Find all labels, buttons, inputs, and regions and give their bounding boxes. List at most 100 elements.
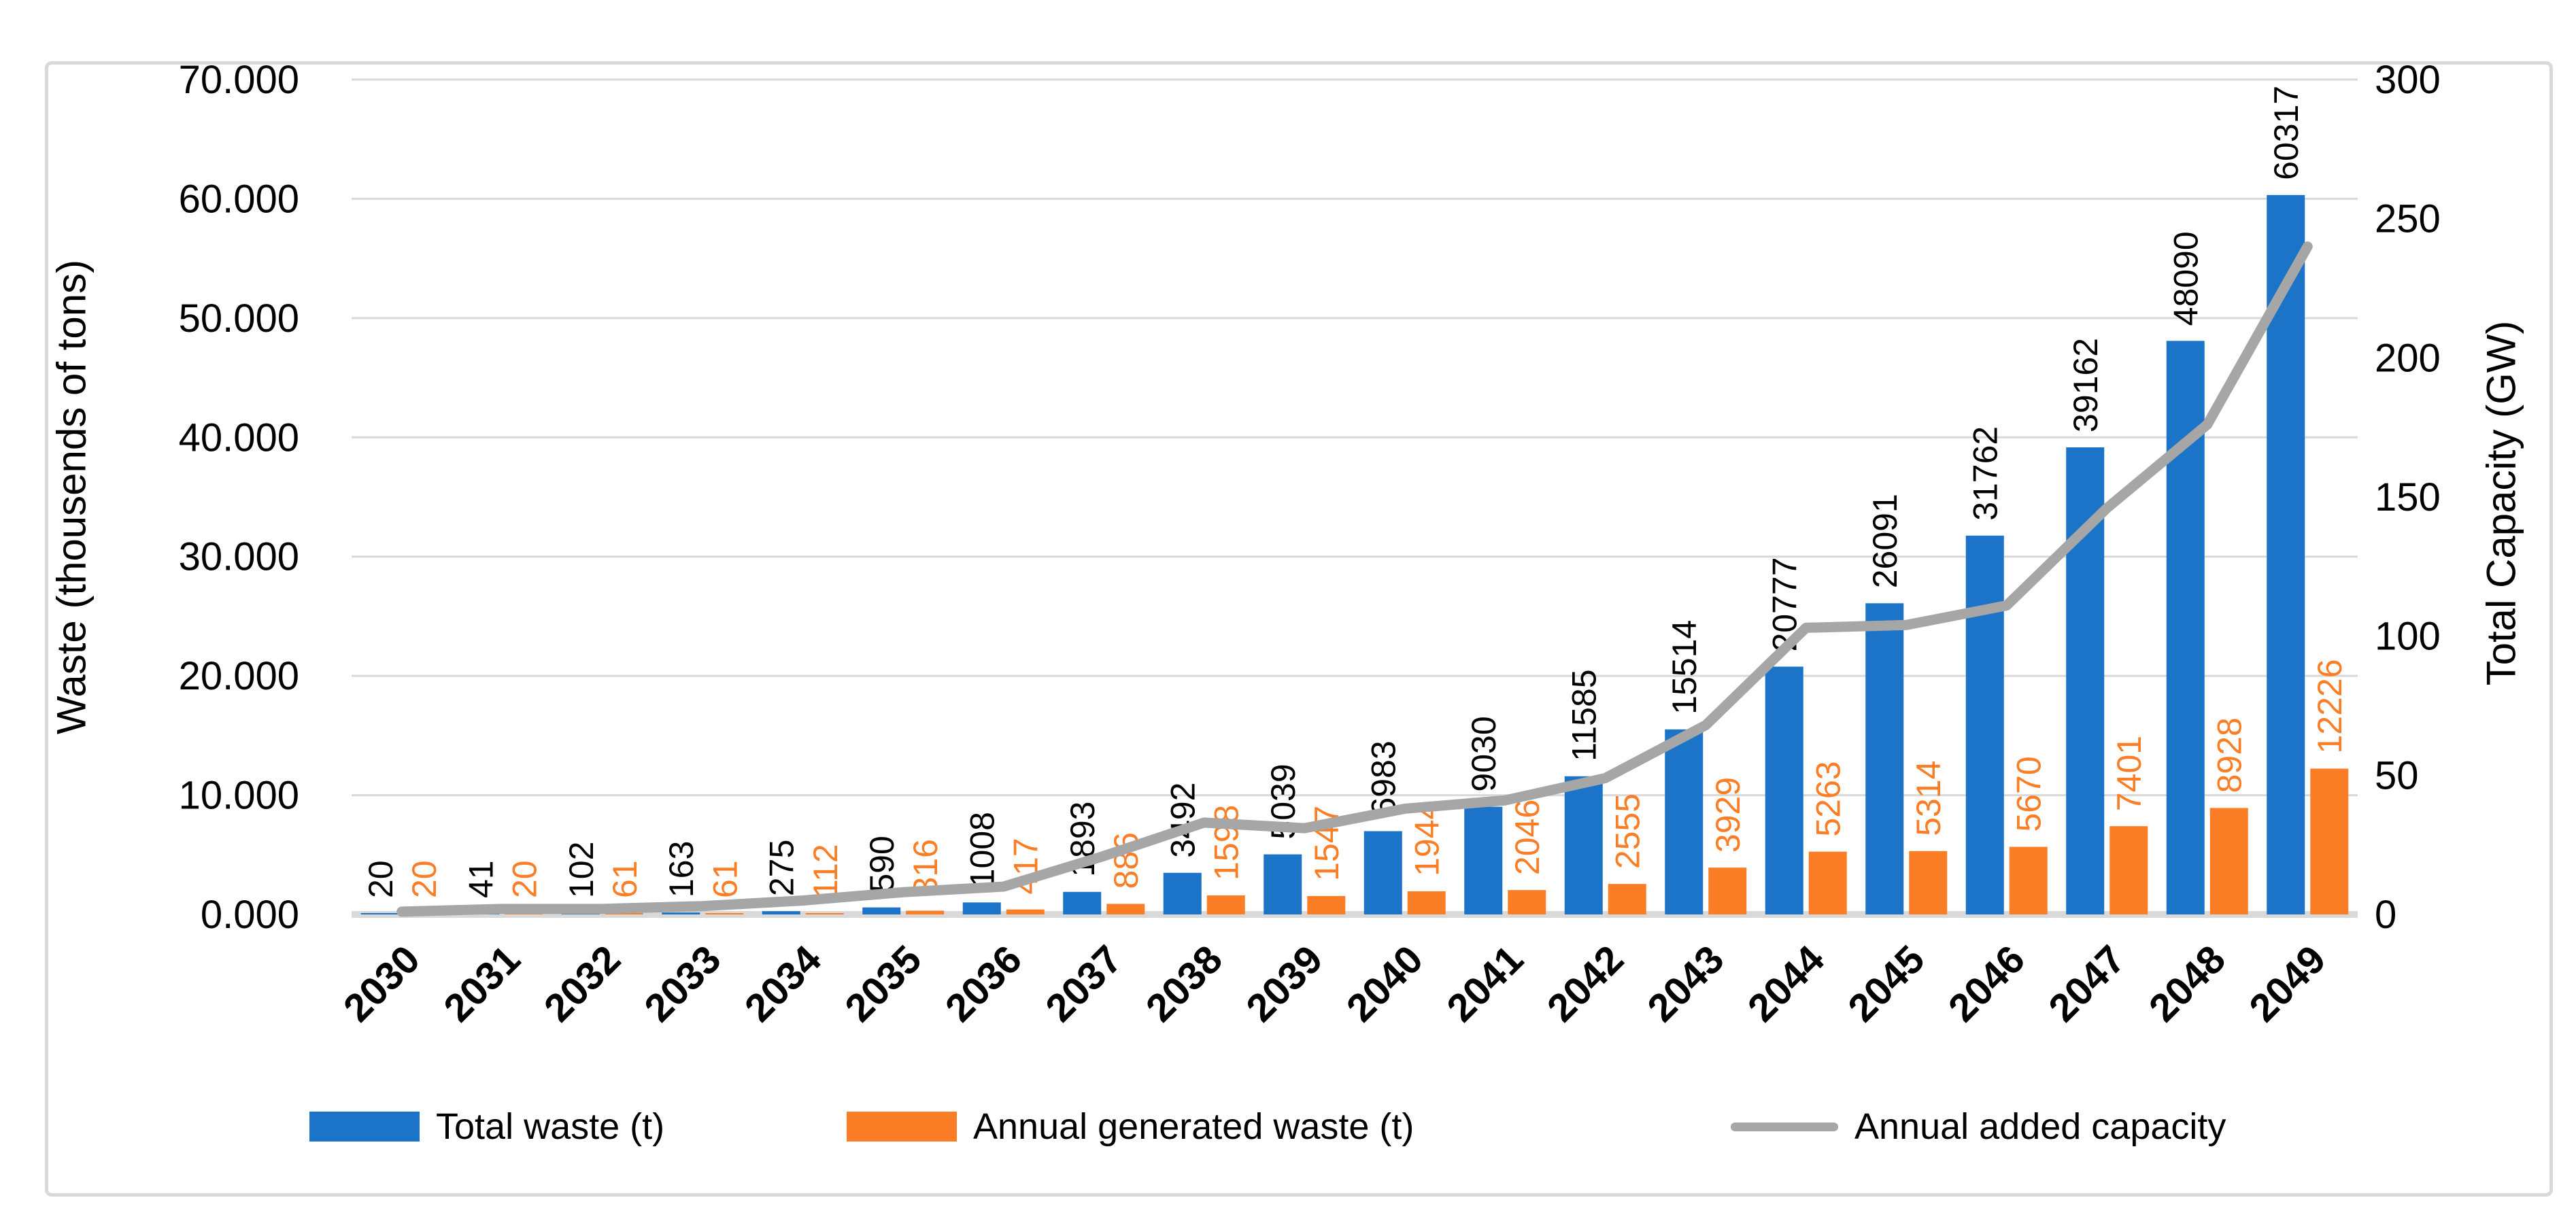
bar-label-annual-waste: 3929 — [1709, 777, 1747, 853]
left-tick-label: 0.000 — [201, 893, 299, 937]
bar-label-total-waste: 41 — [462, 860, 500, 898]
legend-swatch-annual-waste — [847, 1112, 957, 1142]
bar-total-waste — [1765, 666, 1803, 914]
bar-label-total-waste: 9030 — [1465, 716, 1503, 791]
bar-annual-waste — [1909, 851, 1948, 914]
bar-annual-waste — [1508, 890, 1546, 914]
bar-annual-waste — [705, 913, 744, 914]
bar-label-annual-waste: 61 — [706, 860, 744, 898]
bar-label-annual-waste: 20 — [505, 860, 543, 898]
bar-annual-waste — [1106, 904, 1145, 914]
legend-line-swatch — [1731, 1122, 1838, 1131]
bar-annual-waste — [2009, 846, 2048, 914]
bar-label-total-waste: 39162 — [2067, 338, 2105, 432]
right-tick-label: 250 — [2375, 197, 2441, 241]
bar-label-annual-waste: 5314 — [1910, 761, 1948, 836]
bar-annual-waste — [2310, 768, 2349, 914]
bar-annual-waste — [1708, 868, 1747, 914]
right-tick-label: 200 — [2375, 336, 2441, 380]
bar-label-total-waste: 11585 — [1565, 669, 1604, 761]
bar-total-waste — [1264, 854, 1302, 914]
x-tick-label: 2047 — [2040, 937, 2133, 1030]
bar-label-annual-waste: 1944 — [1408, 801, 1446, 876]
legend-swatch-total-waste — [309, 1112, 420, 1142]
right-tick-label: 0 — [2375, 893, 2396, 937]
bar-label-annual-waste: 12226 — [2311, 659, 2349, 753]
left-tick-label: 60.000 — [179, 177, 299, 221]
capacity-line — [396, 241, 2313, 917]
bar-total-waste — [1163, 872, 1202, 914]
x-tick-label: 2048 — [2141, 937, 2234, 1030]
bar-annual-waste — [2209, 808, 2248, 914]
x-tick-label: 2040 — [1338, 937, 1431, 1030]
bar-total-waste — [962, 902, 1001, 914]
bar-label-total-waste: 590 — [863, 836, 901, 892]
bar-label-annual-waste: 20 — [405, 860, 443, 898]
bar-annual-waste — [1407, 891, 1446, 914]
bar-annual-waste — [1608, 884, 1646, 914]
bar-label-total-waste: 15514 — [1665, 620, 1704, 715]
bar-total-waste — [360, 913, 399, 914]
right-axis-title: Total Capacity (GW) — [2478, 320, 2524, 686]
x-tick-label: 2032 — [536, 937, 629, 1030]
bar-total-waste — [1865, 603, 1904, 914]
bar-annual-waste — [805, 913, 844, 914]
bar-label-annual-waste: 8928 — [2211, 717, 2249, 793]
x-tick-label: 2046 — [1940, 937, 2033, 1030]
x-tick-label: 2042 — [1539, 937, 1632, 1030]
bar-label-annual-waste: 1598 — [1208, 805, 1246, 880]
left-tick-label: 10.000 — [179, 774, 299, 818]
bar-annual-waste — [1206, 895, 1245, 914]
x-tick-label: 2033 — [636, 937, 729, 1030]
x-tick-label: 2035 — [836, 937, 930, 1030]
x-tick-label: 2043 — [1639, 937, 1732, 1030]
right-tick-label: 150 — [2375, 475, 2441, 519]
bar-label-total-waste: 60317 — [2267, 86, 2305, 180]
bar-label-annual-waste: 112 — [807, 844, 845, 898]
left-tick-label: 70.000 — [179, 58, 299, 102]
bar-total-waste — [1665, 729, 1704, 914]
legend-label-total-waste: Total waste (t) — [436, 1106, 665, 1147]
left-tick-label: 30.000 — [179, 535, 299, 579]
bar-annual-waste — [605, 913, 643, 914]
legend-label-added-capacity: Annual added capacity — [1854, 1106, 2226, 1147]
bar-total-waste — [1063, 891, 1102, 914]
x-tick-label: 2039 — [1238, 937, 1331, 1030]
bar-label-annual-waste: 61 — [606, 860, 644, 898]
bar-label-annual-waste: 7401 — [2110, 736, 2148, 811]
bar-total-waste — [1464, 806, 1503, 914]
right-tick-label: 50 — [2375, 753, 2419, 798]
bar-label-total-waste: 26091 — [1866, 494, 1904, 588]
x-tick-label: 2041 — [1438, 937, 1531, 1030]
bar-label-total-waste: 102 — [562, 842, 600, 898]
bar-total-waste — [1363, 831, 1402, 914]
bar-annual-waste — [2109, 826, 2148, 914]
left-tick-label: 40.000 — [179, 415, 299, 460]
bar-annual-waste — [1006, 909, 1045, 914]
x-tick-label: 2044 — [1740, 937, 1833, 1030]
legend-item-total-waste: Total waste (t) — [309, 1106, 664, 1147]
x-tick-label: 2031 — [435, 937, 528, 1030]
bar-total-waste — [762, 911, 800, 914]
x-tick-label: 2045 — [1840, 937, 1933, 1030]
x-tick-label: 2049 — [2241, 937, 2334, 1030]
left-tick-label: 20.000 — [179, 654, 299, 698]
legend-item-added-capacity: Annual added capacity — [1731, 1106, 2226, 1147]
bar-label-total-waste: 275 — [763, 840, 801, 896]
bar-label-annual-waste: 5670 — [2010, 756, 2048, 832]
bar-total-waste — [1965, 535, 2004, 914]
left-tick-label: 50.000 — [179, 296, 299, 341]
x-tick-label: 2038 — [1138, 937, 1231, 1030]
bar-label-annual-waste: 2046 — [1508, 800, 1546, 875]
bar-annual-waste — [906, 910, 945, 914]
x-tick-label: 2036 — [937, 937, 1030, 1030]
bar-total-waste — [1564, 776, 1603, 914]
right-tick-label: 300 — [2375, 58, 2441, 102]
bar-total-waste — [862, 907, 901, 914]
bar-annual-waste — [1808, 851, 1847, 914]
legend-label-annual-waste: Annual generated waste (t) — [973, 1106, 1414, 1147]
bar-label-annual-waste: 2555 — [1609, 793, 1647, 869]
bar-label-total-waste: 1008 — [964, 812, 1002, 887]
